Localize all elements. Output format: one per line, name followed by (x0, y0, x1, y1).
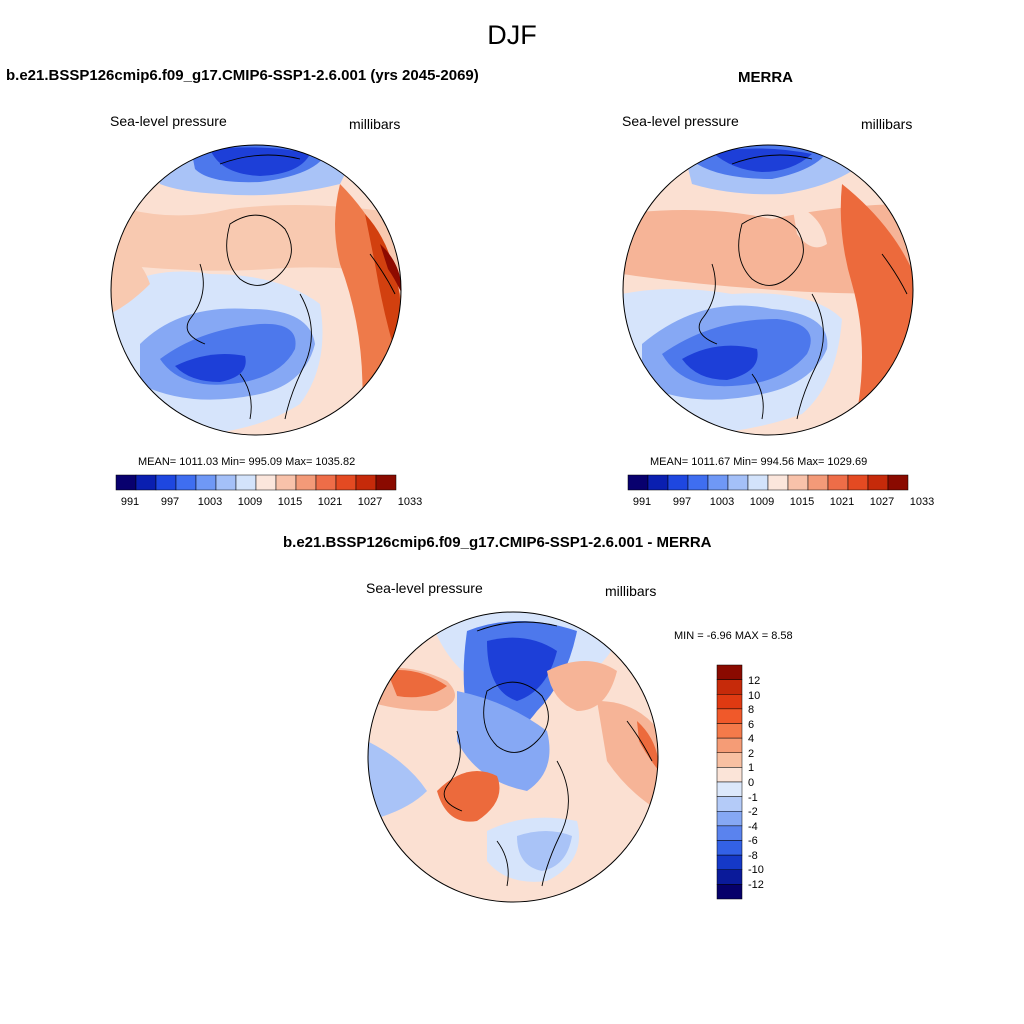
colorbar-swatch (716, 664, 743, 680)
colorbar-tick: 1 (748, 762, 755, 774)
panel-3-title: b.e21.BSSP126cmip6.f09_g17.CMIP6-SSP1-2.… (283, 534, 712, 551)
colorbar-swatch (115, 474, 137, 491)
colorbar-tick: 2 (748, 748, 755, 760)
colorbar-swatch (716, 752, 743, 768)
panel-2-colorbar-ticks: 991 997 1003 1009 1015 1021 1027 1033 (628, 496, 934, 510)
colorbar-swatch (135, 474, 157, 491)
panel-2-stats: MEAN= 1011.67 Min= 994.56 Max= 1029.69 (650, 456, 868, 468)
colorbar-swatch (716, 694, 743, 710)
colorbar-tick: 1033 (397, 496, 423, 508)
colorbar-swatch (716, 811, 743, 827)
colorbar-swatch (687, 474, 709, 491)
colorbar-tick: 1027 (357, 496, 383, 508)
colorbar-tick: 1009 (749, 496, 775, 508)
colorbar-swatch (627, 474, 649, 491)
panel-3-colorbar-ticks: 12 10 8 6 4 2 1 0 -1 -2 -4 -6 -8 -10 -12 (748, 672, 788, 906)
colorbar-tick: -1 (748, 792, 758, 804)
colorbar-swatch (716, 825, 743, 841)
colorbar-tick: 1003 (709, 496, 735, 508)
colorbar-swatch (807, 474, 829, 491)
figure-title: DJF (487, 20, 537, 50)
colorbar-swatch (707, 474, 729, 491)
colorbar-swatch (716, 854, 743, 870)
colorbar-tick: -6 (748, 835, 758, 847)
panel-2-variable-label: Sea-level pressure (622, 113, 739, 129)
panel-3-units-label: millibars (605, 583, 657, 599)
colorbar-swatch (716, 723, 743, 739)
panel-1-colorbar-ticks: 991 997 1003 1009 1015 1021 1027 1033 (116, 496, 422, 510)
colorbar-swatch (716, 796, 743, 812)
panel-3-stats: MIN = -6.96 MAX = 8.58 (674, 630, 793, 642)
colorbar-swatch (195, 474, 217, 491)
colorbar-swatch (335, 474, 357, 491)
panel-3-variable-label: Sea-level pressure (366, 580, 483, 596)
panel-3-colorbar (716, 664, 743, 900)
colorbar-swatch (787, 474, 809, 491)
colorbar-swatch (747, 474, 769, 491)
colorbar-tick: 1009 (237, 496, 263, 508)
colorbar-tick: 6 (748, 719, 755, 731)
colorbar-swatch (667, 474, 689, 491)
colorbar-swatch (275, 474, 297, 491)
colorbar-tick: 0 (748, 777, 755, 789)
panel-1-units-label: millibars (349, 116, 401, 132)
panel-3-polar-map (367, 611, 659, 903)
colorbar-tick: 4 (748, 733, 755, 745)
colorbar-swatch (716, 869, 743, 885)
colorbar-tick: 1003 (197, 496, 223, 508)
panel-2-colorbar (627, 474, 909, 491)
colorbar-tick: -10 (748, 864, 764, 876)
colorbar-tick: 997 (672, 496, 692, 508)
panel-1-title: b.e21.BSSP126cmip6.f09_g17.CMIP6-SSP1-2.… (6, 67, 479, 84)
colorbar-tick: 1021 (317, 496, 343, 508)
panel-2-units-label: millibars (861, 116, 913, 132)
colorbar-tick: 1015 (277, 496, 303, 508)
colorbar-swatch (295, 474, 317, 491)
colorbar-tick: -8 (748, 850, 758, 862)
colorbar-swatch (827, 474, 849, 491)
colorbar-tick: 991 (632, 496, 652, 508)
colorbar-swatch (716, 884, 743, 900)
colorbar-tick: 997 (160, 496, 180, 508)
colorbar-swatch (235, 474, 257, 491)
colorbar-tick: 8 (748, 704, 755, 716)
colorbar-swatch (716, 840, 743, 856)
colorbar-swatch (647, 474, 669, 491)
colorbar-tick: -2 (748, 806, 758, 818)
panel-1-colorbar (115, 474, 397, 491)
colorbar-tick: 1027 (869, 496, 895, 508)
colorbar-tick: -4 (748, 821, 758, 833)
colorbar-tick: 991 (120, 496, 140, 508)
colorbar-swatch (716, 679, 743, 695)
colorbar-swatch (315, 474, 337, 491)
colorbar-tick: -12 (748, 879, 764, 891)
colorbar-swatch (355, 474, 377, 491)
colorbar-swatch (716, 781, 743, 797)
colorbar-swatch (716, 737, 743, 753)
colorbar-swatch (175, 474, 197, 491)
colorbar-swatch (727, 474, 749, 491)
colorbar-swatch (847, 474, 869, 491)
panel-1-variable-label: Sea-level pressure (110, 113, 227, 129)
colorbar-swatch (716, 708, 743, 724)
colorbar-tick: 10 (748, 690, 761, 702)
colorbar-tick: 1015 (789, 496, 815, 508)
colorbar-swatch (155, 474, 177, 491)
colorbar-tick: 12 (748, 675, 761, 687)
panel-1-stats: MEAN= 1011.03 Min= 995.09 Max= 1035.82 (138, 456, 356, 468)
colorbar-swatch (215, 474, 237, 491)
colorbar-swatch (716, 767, 743, 783)
colorbar-swatch (375, 474, 397, 491)
panel-1-polar-map (110, 144, 402, 436)
colorbar-swatch (255, 474, 277, 491)
colorbar-swatch (887, 474, 909, 491)
colorbar-swatch (767, 474, 789, 491)
colorbar-tick: 1021 (829, 496, 855, 508)
panel-2-title: MERRA (738, 69, 793, 86)
colorbar-swatch (867, 474, 889, 491)
colorbar-tick: 1033 (909, 496, 935, 508)
panel-2-polar-map (622, 144, 914, 436)
